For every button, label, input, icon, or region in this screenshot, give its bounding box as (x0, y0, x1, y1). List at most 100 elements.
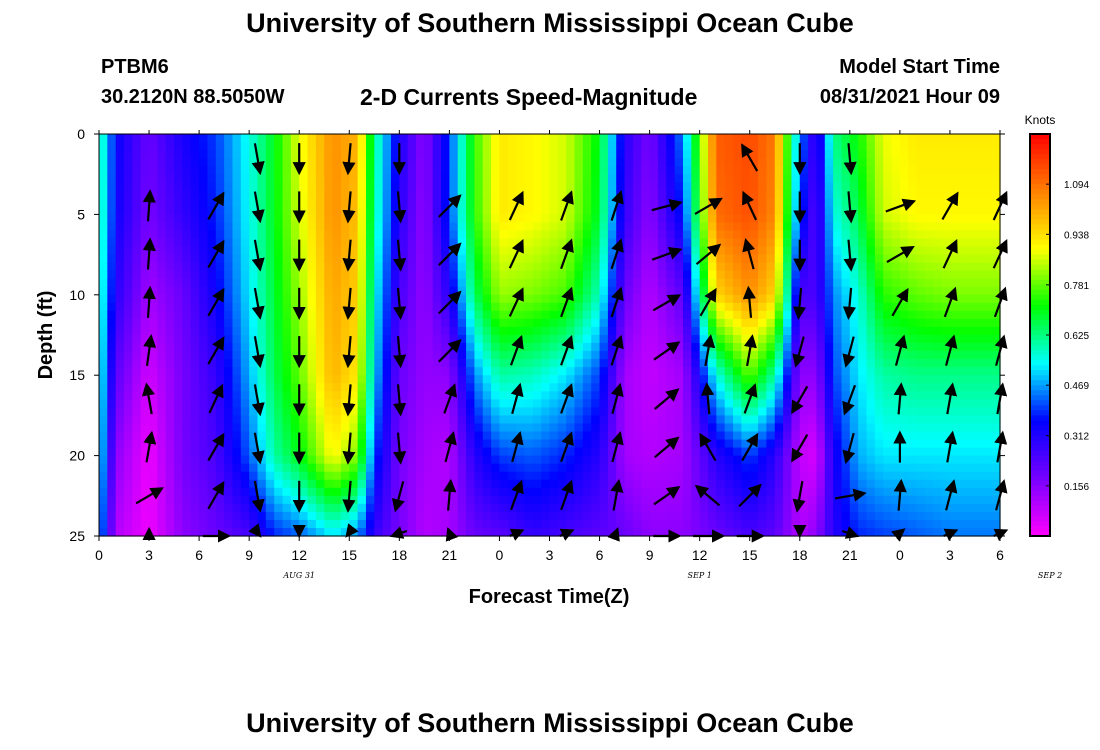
heat-cell (783, 503, 793, 513)
heat-cell (883, 182, 893, 191)
heat-cell (924, 214, 934, 224)
heat-cell (682, 142, 692, 151)
heat-cell (724, 150, 734, 159)
heat-cell (474, 391, 484, 400)
heat-cell (541, 262, 551, 272)
heat-cell (532, 174, 542, 183)
heat-cell (449, 407, 459, 416)
heat-cell (724, 335, 734, 344)
heat-cell (883, 318, 893, 328)
heat-cell (215, 254, 225, 264)
heat-cell (424, 270, 434, 280)
heat-cell (390, 222, 400, 232)
heat-cell (733, 415, 742, 425)
heat-cell (299, 383, 309, 392)
heat-cell (516, 230, 526, 240)
heat-cell (749, 270, 759, 280)
heat-cell (482, 134, 492, 143)
heat-cell (132, 447, 142, 457)
heat-cell (466, 463, 476, 473)
heat-cell (474, 351, 484, 360)
heat-cell (215, 134, 225, 143)
heat-cell (924, 238, 934, 248)
heat-cell (499, 351, 509, 360)
heat-cell (149, 375, 158, 384)
heat-cell (157, 399, 167, 408)
heat-cell (299, 511, 309, 521)
heat-cell (699, 206, 709, 215)
heat-cell (708, 375, 717, 384)
heat-cell (774, 463, 784, 473)
heat-cell (516, 222, 526, 232)
heat-cell (916, 391, 926, 400)
heat-cell (274, 182, 284, 191)
heat-cell (557, 222, 567, 232)
heat-cell (582, 182, 592, 191)
heat-cell (474, 174, 484, 183)
heat-cell (282, 527, 292, 537)
heat-cell (157, 294, 167, 304)
heat-cell (482, 527, 492, 537)
heat-cell (274, 495, 284, 505)
heat-cell (783, 142, 793, 151)
heat-cell (799, 423, 809, 433)
heat-cell (165, 326, 175, 336)
heat-cell (232, 262, 242, 272)
heat-cell (174, 439, 184, 449)
heat-cell (624, 487, 634, 497)
heat-cell (416, 310, 425, 320)
heat-cell (708, 278, 717, 288)
heat-cell (349, 254, 359, 264)
heat-cell (124, 206, 133, 215)
heat-cell (265, 367, 275, 376)
heat-cell (374, 447, 384, 457)
heat-cell (432, 166, 442, 175)
heat-cell (99, 511, 108, 521)
heat-cell (691, 302, 701, 312)
heat-cell (758, 503, 767, 513)
heat-cell (616, 134, 626, 143)
heat-cell (357, 375, 367, 384)
heat-cell (491, 134, 501, 143)
heat-cell (349, 447, 359, 457)
heat-cell (682, 495, 692, 505)
heat-cell (207, 351, 217, 360)
heat-cell (282, 206, 292, 215)
heat-cell (274, 519, 284, 529)
heat-cell (99, 439, 108, 449)
heat-cell (808, 407, 818, 416)
heat-cell (99, 383, 108, 392)
heat-cell (916, 222, 926, 232)
heat-cell (432, 375, 442, 384)
heat-cell (574, 238, 584, 248)
heat-cell (374, 479, 384, 489)
heat-cell (399, 391, 409, 400)
heat-cell (249, 471, 259, 481)
heat-cell (524, 487, 534, 497)
heat-cell (516, 455, 526, 465)
heat-cell (524, 343, 534, 352)
heat-cell (524, 367, 534, 376)
heat-cell (724, 399, 734, 408)
heat-cell (290, 326, 300, 336)
heat-cell (874, 399, 884, 408)
heat-cell (724, 158, 734, 167)
heat-cell (758, 214, 767, 224)
heat-cell (808, 455, 818, 465)
heat-cell (274, 246, 284, 256)
heat-cell (666, 150, 676, 159)
heat-cell (849, 318, 859, 328)
heat-cell (390, 318, 400, 328)
heat-cell (899, 351, 909, 360)
heat-cell (466, 270, 476, 280)
heat-cell (891, 230, 901, 240)
heat-cell (599, 455, 609, 465)
heat-cell (899, 190, 909, 199)
heat-cell (791, 142, 801, 151)
heat-cell (499, 294, 509, 304)
heat-cell (708, 302, 717, 312)
heat-cell (99, 142, 108, 151)
heat-cell (332, 343, 342, 352)
heat-cell (858, 302, 868, 312)
heat-cell (833, 302, 843, 312)
